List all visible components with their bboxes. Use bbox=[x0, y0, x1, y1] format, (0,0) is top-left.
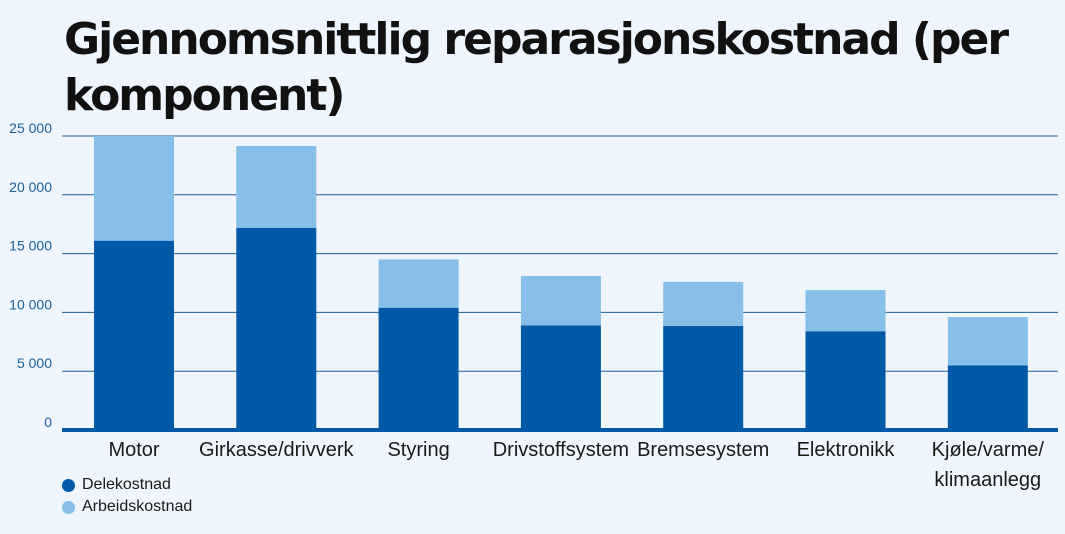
y-tick-label: 25 000 bbox=[9, 120, 52, 136]
bar-delekostnad-girkasse-drivverk bbox=[236, 227, 317, 430]
category-label: Drivstoffsystem bbox=[493, 439, 629, 461]
category-label: Elektronikk bbox=[797, 439, 896, 461]
bar-arbeidskostnad-kjøle-varme-klimaanlegg bbox=[947, 317, 1028, 366]
bar-delekostnad-kjøle-varme-klimaanlegg bbox=[947, 365, 1028, 430]
y-tick-label: 20 000 bbox=[9, 179, 52, 195]
bar-arbeidskostnad-girkasse-drivverk bbox=[236, 145, 317, 228]
y-tick-labels: 0 5 000 10 000 15 000 20 000 25 000 bbox=[9, 120, 52, 430]
y-tick-label: 0 bbox=[44, 414, 52, 430]
category-label: Styring bbox=[387, 439, 449, 461]
bar-delekostnad-styring bbox=[378, 307, 459, 430]
category-label: Girkasse/drivverk bbox=[199, 439, 354, 461]
category-labels: Motor Girkasse/drivverk Styring Drivstoffsy… bbox=[108, 439, 1044, 491]
bars bbox=[94, 136, 1028, 430]
y-tick-label: 5 000 bbox=[17, 355, 52, 371]
bar-delekostnad-drivstoffsystem bbox=[520, 325, 601, 430]
legend-swatch-arbeidskostnad bbox=[62, 500, 75, 514]
bar-arbeidskostnad-styring bbox=[378, 259, 459, 308]
legend: Delekostnad Arbeidskostnad bbox=[62, 474, 192, 518]
category-label: Bremsesystem bbox=[637, 439, 769, 461]
bar-arbeidskostnad-drivstoffsystem bbox=[520, 275, 601, 326]
category-label: Kjøle/varme/klimaanlegg bbox=[932, 439, 1045, 491]
bar-arbeidskostnad-motor bbox=[94, 136, 174, 241]
gridlines bbox=[62, 135, 1058, 372]
legend-label-delekostnad: Delekostnad bbox=[82, 476, 171, 493]
legend-item-arbeidskostnad: Arbeidskostnad bbox=[62, 496, 192, 518]
bar-arbeidskostnad-bremsesystem bbox=[663, 281, 744, 326]
category-label: Motor bbox=[108, 439, 159, 461]
legend-label-arbeidskostnad: Arbeidskostnad bbox=[82, 498, 193, 515]
bar-arbeidskostnad-elektronikk bbox=[805, 290, 886, 332]
chart-title: Gjennomsnittlig reparasjonskostnad (per … bbox=[64, 14, 1009, 121]
bar-delekostnad-bremsesystem bbox=[663, 325, 744, 430]
legend-item-delekostnad: Delekostnad bbox=[62, 474, 192, 496]
legend-swatch-delekostnad bbox=[62, 478, 75, 492]
y-tick-label: 15 000 bbox=[9, 238, 52, 254]
bar-delekostnad-motor bbox=[94, 240, 174, 430]
bar-delekostnad-elektronikk bbox=[805, 331, 886, 430]
y-tick-label: 10 000 bbox=[9, 296, 52, 312]
